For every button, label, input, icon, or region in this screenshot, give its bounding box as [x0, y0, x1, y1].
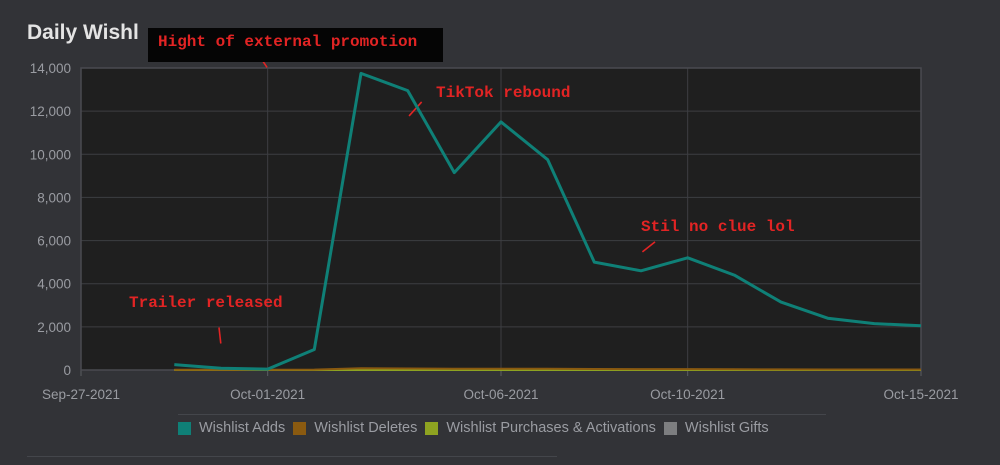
series-wishlist-deletes [174, 367, 921, 371]
footer-divider [27, 456, 557, 457]
annotation-peak: Hight of external promotion [158, 33, 418, 51]
annotation-tiktok: TikTok rebound [436, 84, 571, 102]
annotation-clue: Stil no clue lol [641, 218, 795, 236]
series-wishlist-adds [174, 71, 922, 371]
y-tick-label: 0 [63, 363, 71, 378]
chart-title: Daily Wishl [27, 21, 139, 44]
legend-label-purchases: Wishlist Purchases & Activations [446, 420, 656, 436]
annotation-trailer: Trailer released [129, 294, 283, 312]
y-tick-label: 4,000 [37, 277, 71, 292]
legend-swatch-gifts [663, 421, 677, 435]
legend-swatch-deletes [293, 421, 307, 435]
x-tick-label: Oct-15-2021 [883, 387, 958, 402]
y-tick-label: 10,000 [30, 147, 71, 162]
y-tick-label: 14,000 [30, 61, 71, 76]
y-tick-label: 8,000 [37, 190, 71, 205]
legend-swatch-adds [178, 421, 191, 435]
annotation-pointer [218, 327, 222, 344]
x-tick-label: Oct-06-2021 [463, 387, 538, 402]
legend-label-adds: Wishlist Adds [199, 420, 286, 436]
legend-label-deletes: Wishlist Deletes [314, 420, 418, 436]
legend-item-wishlist-purchases[interactable]: Wishlist Purchases & Activations [425, 420, 656, 436]
x-tick-label: Sep-27-2021 [42, 387, 120, 402]
y-tick-label: 12,000 [30, 104, 71, 119]
annotation-pointer [408, 101, 423, 117]
chart-legend: Wishlist Adds Wishlist Deletes Wishlist … [178, 414, 826, 441]
legend-label-gifts: Wishlist Gifts [684, 420, 769, 436]
x-tick-label: Oct-10-2021 [650, 387, 725, 402]
annotation-box [148, 28, 443, 62]
legend-item-wishlist-gifts[interactable]: Wishlist Gifts [663, 420, 769, 436]
annotation-pointer [641, 241, 656, 253]
x-tick-label: Oct-01-2021 [230, 387, 305, 402]
y-tick-label: 6,000 [37, 234, 71, 249]
legend-item-wishlist-deletes[interactable]: Wishlist Deletes [293, 420, 417, 436]
legend-item-wishlist-adds[interactable]: Wishlist Adds [178, 420, 285, 436]
legend-swatch-purchases [425, 421, 439, 435]
y-tick-label: 2,000 [37, 320, 71, 335]
